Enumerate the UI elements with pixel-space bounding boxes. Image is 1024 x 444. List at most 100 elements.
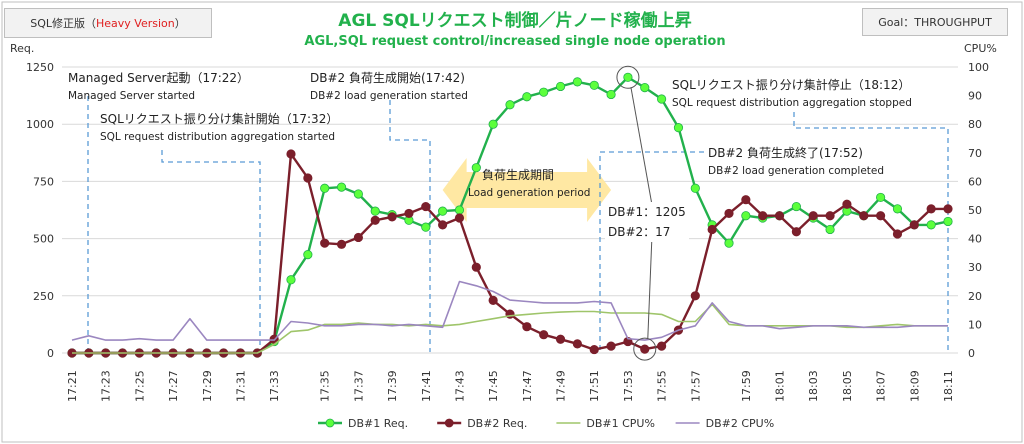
data-point-s0 xyxy=(690,183,700,193)
y-left-axis-label: Req. xyxy=(10,42,34,55)
data-point-s1 xyxy=(657,341,667,351)
legend-label-3: DB#2 CPU% xyxy=(706,417,775,430)
x-tick-label: 17:47 xyxy=(521,370,534,402)
data-point-s1 xyxy=(539,330,549,340)
x-tick-label: 17:33 xyxy=(268,370,281,402)
legend-label-2: DB#1 CPU% xyxy=(586,417,655,430)
annotation-peak-db2: DB#2：17 xyxy=(608,225,671,239)
data-point-s1 xyxy=(741,195,751,205)
data-point-s0 xyxy=(454,205,465,215)
annotation-peak-values: DB#1：1205 DB#2：17 xyxy=(605,202,689,242)
y-left-tick-label: 750 xyxy=(33,175,54,188)
data-point-s0 xyxy=(438,206,448,216)
annotation-aggregation-stop-jp: SQLリクエスト振り分け集計停止（18:12） xyxy=(672,78,911,92)
x-tick-label: 17:37 xyxy=(352,370,365,402)
legend-marker-1 xyxy=(444,418,454,428)
y-left-tick-label: 0 xyxy=(47,347,54,360)
goal-badge: Goal：THROUGHPUT xyxy=(862,8,1008,36)
leader-load-start xyxy=(389,100,431,352)
y-right-tick-label: 0 xyxy=(968,347,975,360)
data-point-s0 xyxy=(657,94,667,104)
data-point-s1 xyxy=(589,344,599,355)
annotation-load-end: DB#2 負荷生成終了(17:52) DB#2 load generation … xyxy=(708,144,884,180)
series-line-3 xyxy=(71,280,948,341)
x-tick-label: 18:09 xyxy=(908,370,921,402)
data-point-s0 xyxy=(555,81,566,92)
annotation-managed-server: Managed Server起動（17:22） Managed Server s… xyxy=(68,69,249,105)
annotation-aggregation-start-jp: SQLリクエスト振り分け集計開始（17:32） xyxy=(100,112,339,126)
annotation-managed-server-jp: Managed Server起動（17:22） xyxy=(68,71,250,85)
data-point-s1 xyxy=(404,208,414,219)
data-point-s1 xyxy=(370,215,380,225)
data-point-s0 xyxy=(522,92,532,102)
x-tick-label: 17:27 xyxy=(167,370,180,402)
data-point-s0 xyxy=(606,89,616,100)
data-point-s0 xyxy=(926,220,936,230)
annotation-aggregation-stop-en: SQL request distribution aggregation sto… xyxy=(672,97,912,109)
data-point-s0 xyxy=(589,80,599,90)
data-point-s0 xyxy=(892,204,903,214)
data-point-s1 xyxy=(471,262,481,272)
version-badge-suffix: ） xyxy=(174,17,186,30)
data-point-s0 xyxy=(943,216,953,227)
annotation-load-period-jp: 負荷生成期間 xyxy=(481,168,554,182)
chart-title-jp: AGL SQLリクエスト制御／片ノード稼働上昇 xyxy=(338,11,692,31)
data-point-s1 xyxy=(555,334,566,344)
x-tick-label: 18:07 xyxy=(875,370,888,402)
version-badge-prefix: SQL修正版（ xyxy=(30,17,97,30)
data-point-s1 xyxy=(842,199,852,209)
legend-label-1: DB#2 Req. xyxy=(467,417,527,430)
data-point-s0 xyxy=(825,224,835,235)
annotation-load-start-jp: DB#2 負荷生成開始(17:42) xyxy=(310,71,465,85)
annotation-load-start: DB#2 負荷生成開始(17:42) DB#2 load generation … xyxy=(310,69,468,105)
data-point-s0 xyxy=(572,77,582,87)
data-point-s0 xyxy=(421,222,431,232)
y-left-tick-label: 250 xyxy=(33,290,54,303)
data-point-s1 xyxy=(353,232,363,243)
x-tick-label: 17:39 xyxy=(386,370,399,402)
data-point-s0 xyxy=(471,163,481,173)
data-point-s0 xyxy=(741,211,751,221)
y-right-tick-label: 10 xyxy=(968,318,982,331)
leader-aggregation-stop xyxy=(793,112,949,352)
peak-pointer-db1 xyxy=(630,87,653,206)
annotation-managed-server-en: Managed Server started xyxy=(68,90,196,102)
data-point-s1 xyxy=(825,211,835,221)
x-tick-label: 17:55 xyxy=(656,370,669,402)
data-point-s1 xyxy=(421,201,431,212)
data-point-s1 xyxy=(572,339,582,349)
x-tick-label: 18:05 xyxy=(841,370,854,402)
x-tick-label: 18:01 xyxy=(774,370,787,402)
data-point-s0 xyxy=(488,119,498,129)
data-point-s1 xyxy=(724,208,734,219)
data-point-s1 xyxy=(774,211,785,221)
y-left-tick-label: 500 xyxy=(33,233,54,246)
data-point-s0 xyxy=(724,238,734,248)
data-point-s1 xyxy=(336,239,347,249)
x-tick-label: 17:25 xyxy=(133,370,146,402)
data-point-s1 xyxy=(859,211,869,221)
x-tick-label: 18:11 xyxy=(942,370,955,402)
x-tick-label: 17:53 xyxy=(622,370,635,402)
data-point-s0 xyxy=(370,206,380,216)
x-tick-label: 17:57 xyxy=(689,370,702,402)
y-left-tick-label: 1000 xyxy=(26,118,54,131)
annotation-load-end-jp: DB#2 負荷生成終了(17:52) xyxy=(708,146,863,160)
data-point-s1 xyxy=(808,211,818,221)
data-point-s1 xyxy=(320,238,330,248)
load-period-arrow xyxy=(442,158,612,222)
x-tick-label: 17:45 xyxy=(487,370,500,402)
data-point-s0 xyxy=(353,189,363,199)
chart-title-en: AGL,SQL request control/increased single… xyxy=(304,34,726,49)
y-right-tick-label: 70 xyxy=(968,147,982,160)
y-left-tick-label: 1250 xyxy=(26,61,54,74)
data-point-s1 xyxy=(791,227,801,237)
annotation-load-end-en: DB#2 load generation completed xyxy=(708,165,885,177)
data-point-s1 xyxy=(707,224,717,235)
data-point-s0 xyxy=(286,275,296,285)
data-point-s0 xyxy=(673,123,684,133)
x-tick-label: 17:31 xyxy=(234,370,247,402)
data-point-s0 xyxy=(539,87,549,97)
x-tick-label: 17:29 xyxy=(201,370,214,402)
